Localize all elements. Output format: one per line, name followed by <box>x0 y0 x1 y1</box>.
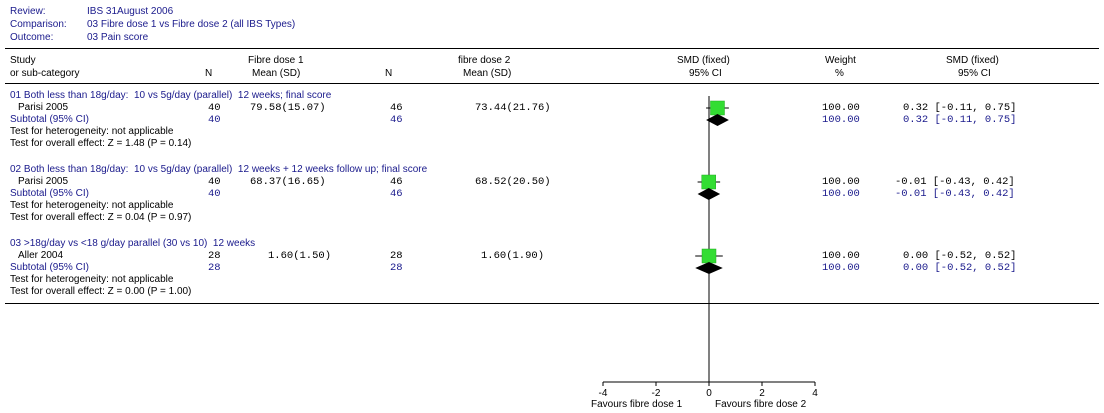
study-n1: 40 <box>208 102 221 114</box>
subtotal-n1: 28 <box>208 262 221 274</box>
study-n1: 28 <box>208 250 221 262</box>
study-marker <box>701 248 717 264</box>
study-smd-ci: -0.01 [-0.43, 0.42] <box>895 176 1015 188</box>
subtotal-smd-ci: 0.00 [-0.52, 0.52] <box>903 262 1017 274</box>
heterogeneity-text: Test for heterogeneity: not applicable <box>10 200 174 211</box>
subtotal-diamond <box>706 114 729 126</box>
study-marker <box>701 174 716 190</box>
header-n2: N <box>385 68 393 79</box>
header-n1: N <box>205 68 213 79</box>
subtotal-label: Subtotal (95% CI) <box>10 262 89 273</box>
header-group1: Fibre dose 1 <box>248 55 304 66</box>
outcome-label: Outcome: <box>10 32 54 43</box>
header-mean1: Mean (SD) <box>252 68 301 79</box>
x-tick-label: 4 <box>812 388 818 399</box>
subtotal-smd-ci: -0.01 [-0.43, 0.42] <box>895 188 1015 200</box>
subtotal-n2: 46 <box>390 114 403 126</box>
study-name: Parisi 2005 <box>18 102 69 113</box>
favours-right-label: Favours fibre dose 2 <box>715 399 807 410</box>
comparison-value: 03 Fibre dose 1 vs Fibre dose 2 (all IBS… <box>87 19 296 30</box>
subtotal-diamond <box>695 262 723 274</box>
header-ci-value: 95% CI <box>958 68 991 79</box>
subtotal-n1: 40 <box>208 188 221 200</box>
review-value: IBS 31August 2006 <box>87 6 174 17</box>
subtotal-n2: 46 <box>390 188 403 200</box>
study-mean2: 1.60(1.90) <box>481 250 545 262</box>
header-bottom-rule <box>5 83 1099 84</box>
subtotal-weight: 100.00 <box>822 188 860 200</box>
study-mean2: 68.52(20.50) <box>475 176 551 188</box>
heterogeneity-text: Test for heterogeneity: not applicable <box>10 126 174 137</box>
footer-rule <box>5 303 1099 304</box>
study-name: Aller 2004 <box>18 250 64 261</box>
header-weight: Weight <box>825 55 856 66</box>
study-smd-ci: 0.32 [-0.11, 0.75] <box>903 102 1017 114</box>
header-pct: % <box>835 68 844 79</box>
header-group2: fibre dose 2 <box>458 55 511 66</box>
overall-effect-text: Test for overall effect: Z = 0.00 (P = 1… <box>10 286 192 297</box>
study-mean1: 1.60(1.50) <box>268 250 332 262</box>
study-n2: 46 <box>390 176 403 188</box>
header-smd-plot: SMD (fixed) <box>677 55 730 66</box>
header-smd-value: SMD (fixed) <box>946 55 999 66</box>
comparison-label: Comparison: <box>10 19 67 30</box>
x-tick-label: -4 <box>599 388 608 399</box>
x-tick-label: 0 <box>706 388 712 399</box>
heterogeneity-text: Test for heterogeneity: not applicable <box>10 274 174 285</box>
review-label: Review: <box>10 6 46 17</box>
overall-effect-text: Test for overall effect: Z = 1.48 (P = 0… <box>10 138 192 149</box>
x-tick-label: -2 <box>652 388 661 399</box>
study-weight: 100.00 <box>822 176 860 188</box>
header-study: Study <box>10 55 36 66</box>
study-weight: 100.00 <box>822 250 860 262</box>
header-mean2: Mean (SD) <box>463 68 512 79</box>
subtotal-label: Subtotal (95% CI) <box>10 114 89 125</box>
study-marker <box>710 100 725 116</box>
subtotal-label: Subtotal (95% CI) <box>10 188 89 199</box>
study-mean1: 68.37(16.65) <box>250 176 326 188</box>
x-tick-label: 2 <box>759 388 765 399</box>
subtotal-weight: 100.00 <box>822 114 860 126</box>
subtotal-diamond <box>697 188 721 200</box>
subtotal-weight: 100.00 <box>822 262 860 274</box>
study-n2: 46 <box>390 102 403 114</box>
group-title: 01 Both less than 18g/day: 10 vs 5g/day … <box>10 90 332 101</box>
study-mean1: 79.58(15.07) <box>250 102 326 114</box>
group-title: 02 Both less than 18g/day: 10 vs 5g/day … <box>10 164 428 175</box>
header-subcategory: or sub-category <box>10 68 80 79</box>
study-n2: 28 <box>390 250 403 262</box>
study-smd-ci: 0.00 [-0.52, 0.52] <box>903 250 1017 262</box>
header-top-rule <box>5 48 1099 49</box>
overall-effect-text: Test for overall effect: Z = 0.04 (P = 0… <box>10 212 192 223</box>
group-title: 03 >18g/day vs <18 g/day parallel (30 vs… <box>10 238 256 249</box>
outcome-value: 03 Pain score <box>87 32 149 43</box>
study-name: Parisi 2005 <box>18 176 69 187</box>
favours-left-label: Favours fibre dose 1 <box>591 399 683 410</box>
study-weight: 100.00 <box>822 102 860 114</box>
study-n1: 40 <box>208 176 221 188</box>
subtotal-smd-ci: 0.32 [-0.11, 0.75] <box>903 114 1017 126</box>
subtotal-n2: 28 <box>390 262 403 274</box>
study-mean2: 73.44(21.76) <box>475 102 551 114</box>
header-ci-plot: 95% CI <box>689 68 722 79</box>
subtotal-n1: 40 <box>208 114 221 126</box>
